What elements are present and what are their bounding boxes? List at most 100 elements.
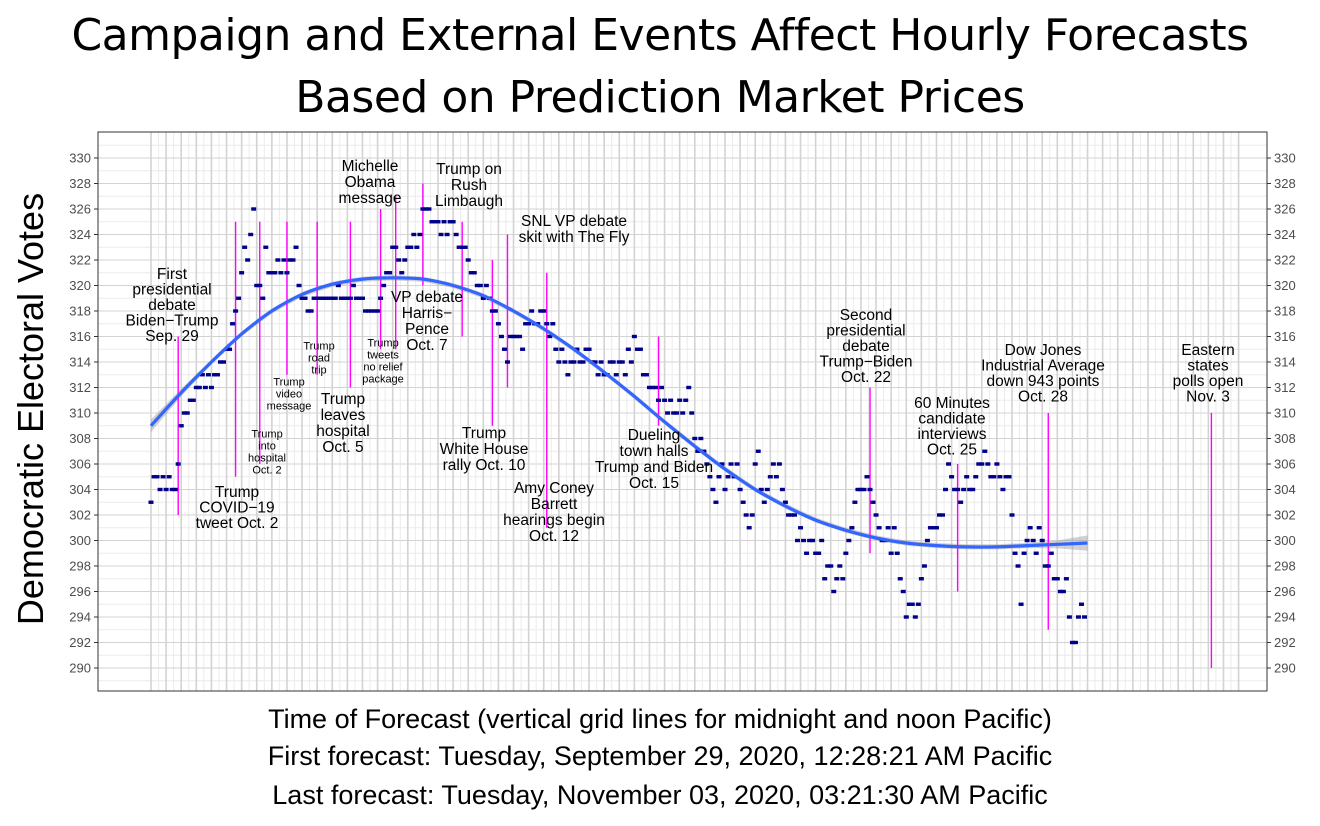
forecast-point xyxy=(897,577,903,581)
event-label: Oct. 28 xyxy=(1018,389,1068,406)
forecast-point xyxy=(855,487,861,492)
forecast-point xyxy=(964,475,970,479)
forecast-point xyxy=(202,385,208,390)
forecast-point xyxy=(221,360,227,364)
y-tick-label-right: 308 xyxy=(1274,431,1296,446)
forecast-point xyxy=(284,271,290,275)
forecast-point xyxy=(1030,538,1036,543)
forecast-point xyxy=(245,258,251,262)
forecast-point xyxy=(692,436,698,441)
event-label: hospital xyxy=(248,452,286,464)
forecast-point xyxy=(967,487,973,492)
forecast-point xyxy=(329,296,335,300)
forecast-point xyxy=(779,487,785,492)
forecast-point xyxy=(858,487,864,492)
forecast-point xyxy=(634,347,640,351)
forecast-point xyxy=(1012,551,1018,555)
forecast-point xyxy=(293,245,299,249)
event-label: hospital xyxy=(316,423,369,440)
forecast-point xyxy=(498,334,504,339)
forecast-point xyxy=(761,500,767,504)
forecast-point xyxy=(773,475,779,479)
event-label: Trump xyxy=(321,391,365,408)
forecast-point xyxy=(819,538,825,543)
smooth-trend-line xyxy=(149,276,1088,549)
forecast-point xyxy=(755,449,761,453)
forecast-point xyxy=(184,411,190,415)
forecast-point xyxy=(656,398,662,402)
forecast-point xyxy=(689,411,695,415)
forecast-point xyxy=(166,475,172,479)
forecast-point xyxy=(625,347,631,351)
forecast-point xyxy=(178,424,184,428)
plot-border xyxy=(97,131,1268,692)
forecast-point xyxy=(915,602,921,606)
event-label: message xyxy=(339,190,402,207)
forecast-point xyxy=(160,475,166,479)
y-tick-label-left: 294 xyxy=(69,610,91,625)
event-label: road xyxy=(308,352,330,364)
forecast-point xyxy=(217,360,223,364)
forecast-point xyxy=(562,360,568,364)
forecast-point xyxy=(426,207,432,211)
event-label: presidential xyxy=(826,323,905,340)
forecast-point xyxy=(320,296,326,300)
event-label: skit with The Fly xyxy=(519,229,630,246)
y-tick-label-right: 304 xyxy=(1274,482,1296,497)
forecast-point xyxy=(713,500,719,504)
forecast-point xyxy=(492,309,498,313)
y-tick-label-left: 290 xyxy=(69,661,91,676)
y-tick-label-right: 290 xyxy=(1274,661,1296,676)
y-tick-label-right: 316 xyxy=(1274,329,1296,344)
forecast-point xyxy=(317,296,323,300)
forecast-point xyxy=(517,334,523,339)
forecast-point xyxy=(148,500,154,504)
forecast-point xyxy=(369,309,375,313)
forecast-point xyxy=(1072,640,1078,645)
forecast-point xyxy=(837,564,843,568)
forecast-point xyxy=(568,360,574,364)
event-label: hearings begin xyxy=(503,512,605,529)
forecast-point xyxy=(450,220,456,224)
forecast-point xyxy=(924,538,930,543)
event-label: tweets xyxy=(367,349,399,361)
y-tick-label-left: 306 xyxy=(69,457,91,472)
forecast-point xyxy=(208,385,214,390)
event-label: Trump−Biden xyxy=(820,354,913,371)
forecast-point xyxy=(616,360,622,364)
y-tick-label-right: 302 xyxy=(1274,508,1296,523)
event-label: candidate xyxy=(918,411,985,428)
forecast-point xyxy=(263,245,269,249)
forecast-point xyxy=(432,220,438,224)
forecast-point xyxy=(1051,577,1057,581)
forecast-point xyxy=(233,309,239,313)
event-label: Oct. 5 xyxy=(322,439,363,456)
event-label: Obama xyxy=(345,174,396,191)
forecast-point xyxy=(988,475,994,479)
forecast-point xyxy=(716,475,722,479)
forecast-point xyxy=(776,462,782,466)
forecast-point xyxy=(375,309,381,313)
chart-title-line-2: Based on Prediction Market Prices xyxy=(295,72,1025,123)
forecast-point xyxy=(205,373,211,377)
forecast-point xyxy=(480,296,486,300)
forecast-point xyxy=(1033,551,1039,555)
forecast-point xyxy=(649,385,655,390)
forecast-point xyxy=(172,487,178,492)
event-label: Oct. 22 xyxy=(841,369,891,386)
forecast-point xyxy=(940,513,946,517)
forecast-point xyxy=(912,615,918,619)
event-label: states xyxy=(1187,358,1229,375)
forecast-point xyxy=(353,296,359,300)
forecast-point xyxy=(982,449,988,453)
event-label: Dow Jones xyxy=(1005,342,1082,359)
forecast-point xyxy=(767,475,773,479)
forecast-point xyxy=(393,245,399,249)
forecast-point xyxy=(553,347,559,351)
forecast-point xyxy=(523,322,529,326)
forecast-point xyxy=(441,220,447,224)
y-tick-label-right: 324 xyxy=(1274,227,1296,242)
forecast-point xyxy=(299,296,305,300)
forecast-point xyxy=(1082,615,1088,619)
forecast-point xyxy=(323,296,329,300)
